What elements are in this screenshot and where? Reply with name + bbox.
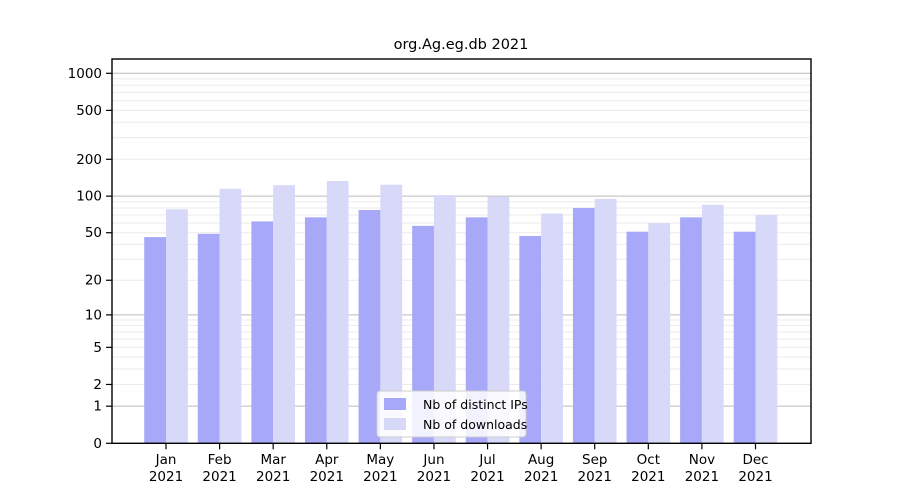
downloads-bar-nov [701,204,724,444]
x-tick-month: Nov [689,452,715,468]
x-tick-month: Sep [582,452,607,468]
axis-ticks-and-labels: 01251020501002005001000Jan2021Feb2021Mar… [68,66,773,485]
legend-label: Nb of distinct IPs [423,397,528,412]
x-tick-year: 2021 [310,469,344,485]
x-tick-year: 2021 [631,469,665,485]
x-tick-month: Oct [637,452,660,468]
downloads-bar-sep [594,198,617,444]
x-tick-year: 2021 [256,469,290,485]
legend-label: Nb of downloads [423,417,527,432]
x-tick-month: Jun [422,452,444,468]
x-tick-month: Dec [742,452,768,468]
legend-swatch [384,418,406,430]
x-tick-year: 2021 [417,469,451,485]
ips-bar-jan [144,237,166,444]
downloads-bar-feb [219,188,242,444]
x-tick-year: 2021 [202,469,236,485]
y-tick-label: 20 [85,273,102,289]
downloads-bar-jul [487,196,510,444]
ips-bar-mar [251,221,274,444]
y-tick-label: 50 [85,225,102,241]
axes [111,58,812,444]
bars [144,180,778,444]
x-tick-month: Feb [208,452,232,468]
x-tick-month: Aug [528,452,554,468]
y-tick-label: 2 [93,377,102,393]
ips-bar-oct [626,231,649,444]
x-tick-year: 2021 [578,469,612,485]
x-tick-month: Mar [260,452,286,468]
ips-bar-apr [304,217,327,444]
downloads-bar-aug [541,213,563,444]
ips-bar-may [358,209,381,444]
x-tick-month: Jan [155,452,177,468]
x-tick-year: 2021 [470,469,504,485]
downloads-bar-mar [273,185,295,444]
legend-box [376,390,527,438]
ips-bar-nov [680,217,702,444]
legend: Nb of distinct IPs Nb of downloads [376,390,528,438]
x-tick-year: 2021 [685,469,719,485]
x-tick-year: 2021 [738,469,772,485]
downloads-bar-apr [326,180,349,444]
y-tick-label: 100 [76,189,102,205]
ips-bar-feb [197,233,220,444]
downloads-bar-dec [755,215,778,444]
y-tick-label: 1000 [68,66,102,82]
ips-bar-dec [733,231,756,444]
y-tick-label: 500 [76,103,102,119]
x-tick-month: May [366,452,394,468]
x-tick-year: 2021 [524,469,558,485]
plot-frame [111,58,812,444]
downloads-bar-jan [166,209,188,444]
downloads-bar-may [380,184,403,444]
x-tick-year: 2021 [149,469,183,485]
y-tick-label: 5 [93,340,102,356]
x-tick-month: Apr [315,452,339,468]
x-tick-month: Jul [478,452,495,468]
legend-swatch [384,398,406,410]
chart-title: org.Ag.eg.db 2021 [394,37,529,53]
ips-bar-jul [465,217,488,444]
y-tick-label: 200 [76,152,102,168]
downloads-bar-oct [648,223,671,444]
y-tick-label: 10 [85,307,102,323]
x-tick-year: 2021 [363,469,397,485]
ips-bar-jun [412,225,434,444]
downloads-bar-jun [433,195,456,444]
y-tick-label: 0 [93,436,102,452]
ips-bar-sep [572,207,595,444]
y-tick-label: 1 [93,399,102,415]
